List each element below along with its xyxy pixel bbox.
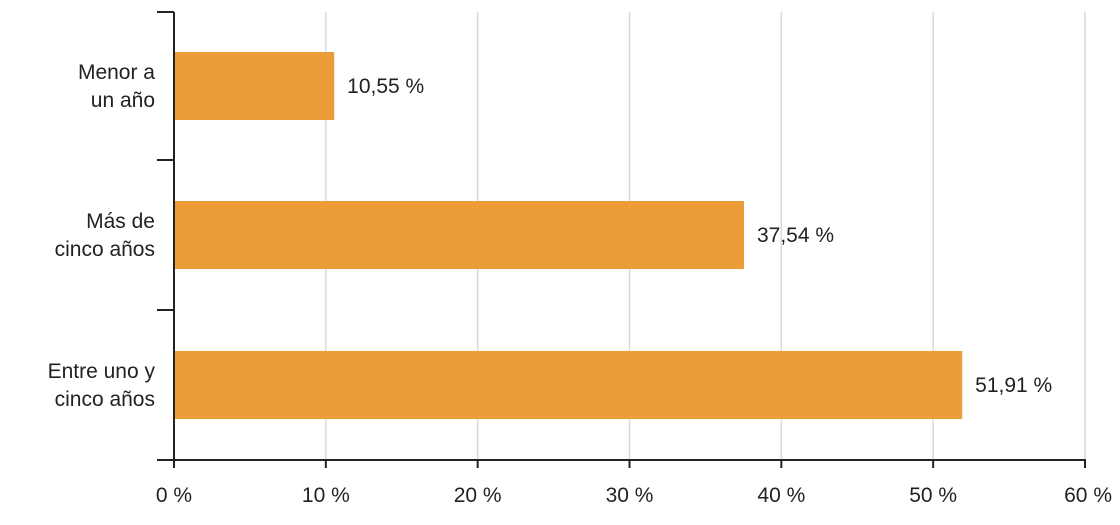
- category-label-line: Más de: [86, 210, 155, 233]
- bar-2: [174, 351, 963, 419]
- labels: 10,55 % Menor a un año 37,54 % Más de cinco a…: [48, 61, 1112, 507]
- category-label-line: cinco años: [55, 388, 155, 411]
- x-tick-label-6: 60 %: [1064, 484, 1112, 507]
- axes: [157, 11, 1086, 468]
- x-tick-label-0: 0 %: [156, 484, 192, 507]
- bar-1: [174, 201, 744, 269]
- bars: [174, 52, 963, 419]
- category-label-2: Entre uno y cinco años: [48, 360, 156, 411]
- bar-0: [174, 52, 335, 120]
- value-label-1: 37,54 %: [757, 224, 834, 247]
- value-label-2: 51,91 %: [975, 374, 1052, 397]
- category-label-1: Más de cinco años: [55, 210, 155, 261]
- category-label-0: Menor a un año: [78, 61, 155, 112]
- x-tick-label-5: 50 %: [909, 484, 957, 507]
- category-label-line: un año: [91, 89, 155, 112]
- x-tick-label-4: 40 %: [757, 484, 805, 507]
- category-label-line: Menor a: [78, 61, 155, 84]
- category-label-line: Entre uno y: [48, 360, 156, 383]
- x-tick-label-1: 10 %: [302, 484, 350, 507]
- category-label-line: cinco años: [55, 238, 155, 261]
- x-tick-label-2: 20 %: [454, 484, 502, 507]
- value-label-0: 10,55 %: [347, 75, 424, 98]
- x-tick-label-3: 30 %: [606, 484, 654, 507]
